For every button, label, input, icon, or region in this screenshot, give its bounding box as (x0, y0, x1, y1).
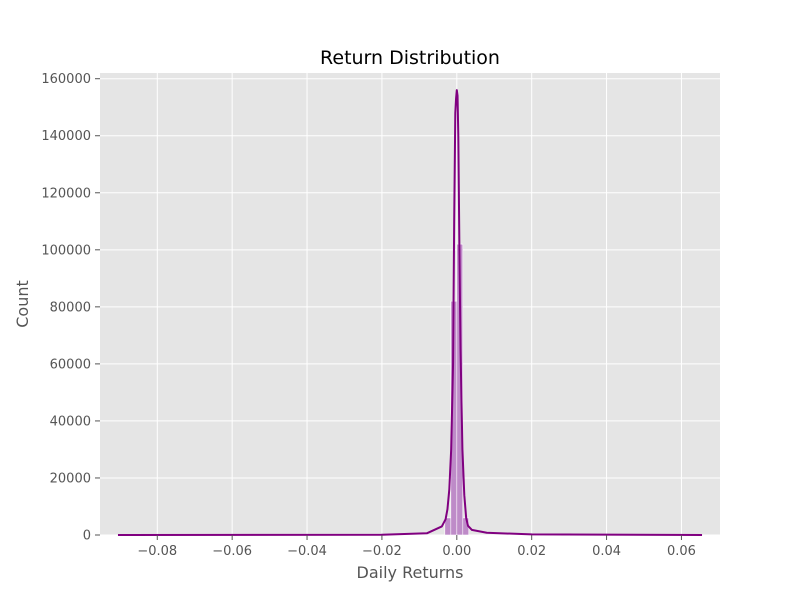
y-tick-label-6: 120000 (41, 186, 91, 201)
x-tick-label-6: 0.04 (592, 544, 621, 559)
y-tick-label-7: 140000 (41, 129, 91, 144)
x-tick-label-2: −0.04 (287, 544, 327, 559)
y-tick-label-8: 160000 (41, 72, 91, 87)
x-tick-label-0: −0.08 (137, 544, 177, 559)
y-tick-label-0: 0 (83, 529, 91, 544)
chart-title: Return Distribution (320, 47, 500, 69)
y-tick-label-3: 60000 (50, 357, 91, 372)
kde-curve (117, 89, 703, 536)
x-tick-label-3: −0.02 (362, 544, 402, 559)
x-tick-label-5: 0.02 (517, 544, 546, 559)
y-tick-label-5: 100000 (41, 243, 91, 258)
plot-area (100, 73, 720, 535)
x-axis-label: Daily Returns (357, 563, 464, 582)
x-tick-label-7: 0.06 (667, 544, 696, 559)
x-tick-label-1: −0.06 (212, 544, 252, 559)
x-tick-label-4: 0.00 (442, 544, 471, 559)
y-axis-label: Count (13, 280, 32, 328)
y-tick-label-4: 80000 (50, 300, 91, 315)
y-tick-label-1: 20000 (50, 471, 91, 486)
axis-ticks: −0.08 −0.06 −0.04 −0.02 0.00 0.02 0.04 0.06 0 200… (41, 72, 696, 559)
y-tick-label-2: 40000 (50, 414, 91, 429)
